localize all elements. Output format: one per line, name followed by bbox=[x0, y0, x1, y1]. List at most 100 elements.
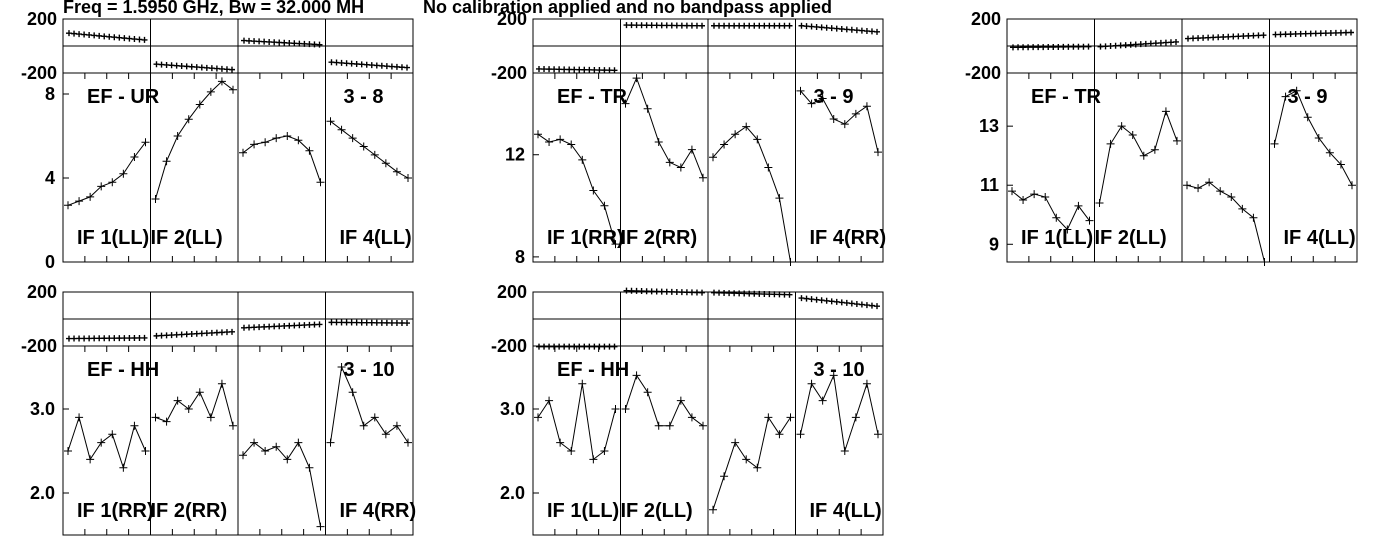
amplitude-tick-label: 12 bbox=[505, 145, 525, 165]
baseline-label: 3 - 9 bbox=[814, 86, 854, 108]
phase-tick-label: 200 bbox=[27, 282, 57, 302]
amplitude-series bbox=[67, 415, 146, 470]
if-label: IF 2(RR) bbox=[621, 227, 698, 249]
phase-series bbox=[1010, 43, 1092, 51]
if-label: IF 2(LL) bbox=[621, 500, 693, 522]
baseline-label: 3 - 10 bbox=[344, 359, 395, 381]
station-pair-label: EF - HH bbox=[87, 359, 159, 381]
amplitude-markers bbox=[621, 371, 707, 430]
amplitude-markers bbox=[621, 74, 707, 182]
phase-series bbox=[623, 22, 705, 29]
if-label: IF 4(LL) bbox=[340, 227, 412, 249]
amplitude-series bbox=[330, 365, 409, 443]
amplitude-tick-label: 0 bbox=[45, 252, 55, 272]
phase-series bbox=[536, 65, 618, 74]
phase-series bbox=[328, 319, 410, 327]
phase-tick-label: -200 bbox=[965, 63, 1001, 83]
amplitude-series bbox=[155, 382, 234, 426]
baseline-label: 3 - 8 bbox=[344, 86, 384, 108]
phase-series bbox=[1272, 29, 1354, 38]
phase-series bbox=[241, 37, 323, 48]
amplitude-markers bbox=[1270, 86, 1356, 190]
amplitude-series bbox=[67, 141, 146, 206]
amplitude-markers bbox=[1095, 107, 1181, 207]
amplitude-markers bbox=[326, 363, 412, 447]
phase-tick-label: -200 bbox=[21, 63, 57, 83]
amplitude-series bbox=[800, 373, 879, 452]
baseline-panel: 200 -200 13 11 9 EF - TR 3 - 9 IF 1(LL) IF 2(LL)… bbox=[965, 9, 1358, 266]
phase-series bbox=[798, 22, 880, 35]
amplitude-markers bbox=[1008, 187, 1094, 234]
amplitude-tick-label: 13 bbox=[979, 116, 999, 136]
phase-series bbox=[536, 343, 618, 350]
amplitude-tick-label: 2.0 bbox=[30, 483, 55, 503]
phase-series bbox=[711, 22, 793, 29]
if-label: IF 1(RR) bbox=[547, 227, 624, 249]
amplitude-markers bbox=[796, 86, 882, 157]
if-label: IF 4(LL) bbox=[1284, 227, 1356, 249]
phase-series bbox=[1097, 38, 1179, 50]
baseline-panel: 200 -200 3.0 2.0 EF - HH 3 - 10 IF 1(LL) IF 2(L… bbox=[491, 282, 884, 536]
amplitude-markers bbox=[709, 413, 795, 514]
amplitude-series bbox=[712, 125, 791, 263]
if-label: IF 2(RR) bbox=[151, 500, 228, 522]
amplitude-series bbox=[800, 90, 879, 153]
if-label: IF 4(RR) bbox=[810, 227, 887, 249]
amplitude-series bbox=[1011, 190, 1090, 231]
amplitude-markers bbox=[64, 138, 150, 210]
if-label: IF 1(LL) bbox=[547, 500, 619, 522]
frequency-label: Freq = 1.5950 GHz, Bw = 32.000 MH bbox=[63, 0, 364, 17]
amplitude-markers bbox=[709, 122, 795, 266]
baseline-panel: 200 -200 12 8 EF - TR 3 - 9 IF 1(RR)IF 2(RR) IF… bbox=[491, 9, 886, 267]
phase-tick-label: -200 bbox=[491, 63, 527, 83]
if-label: IF 1(LL) bbox=[77, 227, 149, 249]
amplitude-markers bbox=[796, 371, 882, 455]
phase-tick-label: 200 bbox=[27, 9, 57, 29]
amplitude-series bbox=[242, 441, 321, 527]
if-label: IF 4(LL) bbox=[810, 500, 882, 522]
amplitude-markers bbox=[326, 117, 412, 182]
amplitude-markers bbox=[534, 130, 620, 249]
amplitude-markers bbox=[239, 132, 325, 187]
amplitude-series bbox=[537, 383, 616, 461]
phase-series bbox=[1185, 32, 1267, 42]
amplitude-tick-label: 4 bbox=[45, 168, 55, 188]
phase-series bbox=[66, 334, 148, 342]
amplitude-tick-label: 2.0 bbox=[500, 483, 525, 503]
phase-series bbox=[66, 30, 148, 43]
baseline-label: 3 - 9 bbox=[1288, 86, 1328, 108]
phase-series bbox=[241, 321, 323, 331]
amplitude-series bbox=[625, 374, 704, 427]
amplitude-series bbox=[1186, 181, 1265, 263]
amplitude-markers bbox=[151, 77, 237, 203]
phase-tick-label: 200 bbox=[497, 9, 527, 29]
amplitude-series bbox=[1099, 109, 1178, 204]
amplitude-tick-label: 8 bbox=[515, 247, 525, 267]
amplitude-markers bbox=[534, 379, 620, 464]
if-label: IF 2(LL) bbox=[151, 227, 223, 249]
if-label: IF 1(RR) bbox=[77, 500, 154, 522]
amplitude-tick-label: 8 bbox=[45, 84, 55, 104]
phase-series bbox=[153, 61, 235, 73]
phase-series bbox=[623, 287, 705, 296]
if-label: IF 4(RR) bbox=[340, 500, 417, 522]
phase-tick-label: -200 bbox=[491, 336, 527, 356]
plot-header: Freq = 1.5950 GHz, Bw = 32.000 MH No cal… bbox=[63, 0, 832, 17]
amplitude-markers bbox=[64, 413, 150, 472]
phase-series bbox=[328, 59, 410, 71]
amplitude-series bbox=[625, 76, 704, 178]
amplitude-series bbox=[330, 120, 409, 179]
baseline-label: 3 - 10 bbox=[814, 359, 865, 381]
if-label: IF 1(LL) bbox=[1021, 227, 1093, 249]
amplitude-markers bbox=[151, 379, 237, 430]
amplitude-tick-label: 3.0 bbox=[30, 399, 55, 419]
station-pair-label: EF - TR bbox=[557, 86, 628, 108]
phase-series bbox=[711, 289, 793, 298]
amplitude-series bbox=[1274, 90, 1353, 186]
phase-tick-label: 200 bbox=[497, 282, 527, 302]
station-pair-label: EF - HH bbox=[557, 359, 629, 381]
amplitude-markers bbox=[1183, 178, 1269, 266]
station-pair-label: EF - TR bbox=[1031, 86, 1102, 108]
